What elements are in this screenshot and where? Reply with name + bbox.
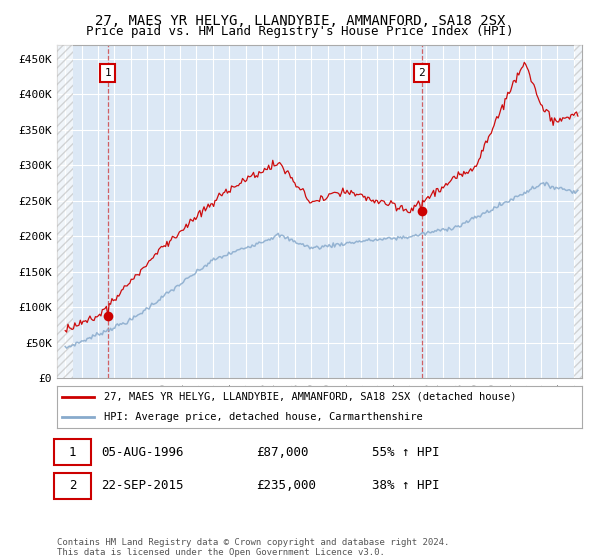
Text: 55% ↑ HPI: 55% ↑ HPI: [372, 446, 439, 459]
Text: HPI: Average price, detached house, Carmarthenshire: HPI: Average price, detached house, Carm…: [104, 412, 423, 422]
Text: 05-AUG-1996: 05-AUG-1996: [101, 446, 184, 459]
Text: 2: 2: [418, 68, 425, 78]
Text: 22-SEP-2015: 22-SEP-2015: [101, 479, 184, 492]
Text: 27, MAES YR HELYG, LLANDYBIE, AMMANFORD, SA18 2SX (detached house): 27, MAES YR HELYG, LLANDYBIE, AMMANFORD,…: [104, 392, 517, 402]
Text: 27, MAES YR HELYG, LLANDYBIE, AMMANFORD, SA18 2SX: 27, MAES YR HELYG, LLANDYBIE, AMMANFORD,…: [95, 14, 505, 28]
Text: 38% ↑ HPI: 38% ↑ HPI: [372, 479, 439, 492]
Bar: [574, 45, 582, 378]
FancyBboxPatch shape: [55, 473, 91, 499]
Bar: [57, 45, 73, 378]
Text: Contains HM Land Registry data © Crown copyright and database right 2024.
This d: Contains HM Land Registry data © Crown c…: [57, 538, 449, 557]
FancyBboxPatch shape: [55, 439, 91, 465]
Text: 1: 1: [69, 446, 77, 459]
Text: 1: 1: [104, 68, 111, 78]
Text: £235,000: £235,000: [257, 479, 317, 492]
Text: Price paid vs. HM Land Registry's House Price Index (HPI): Price paid vs. HM Land Registry's House …: [86, 25, 514, 38]
Text: 2: 2: [69, 479, 77, 492]
Text: £87,000: £87,000: [257, 446, 309, 459]
